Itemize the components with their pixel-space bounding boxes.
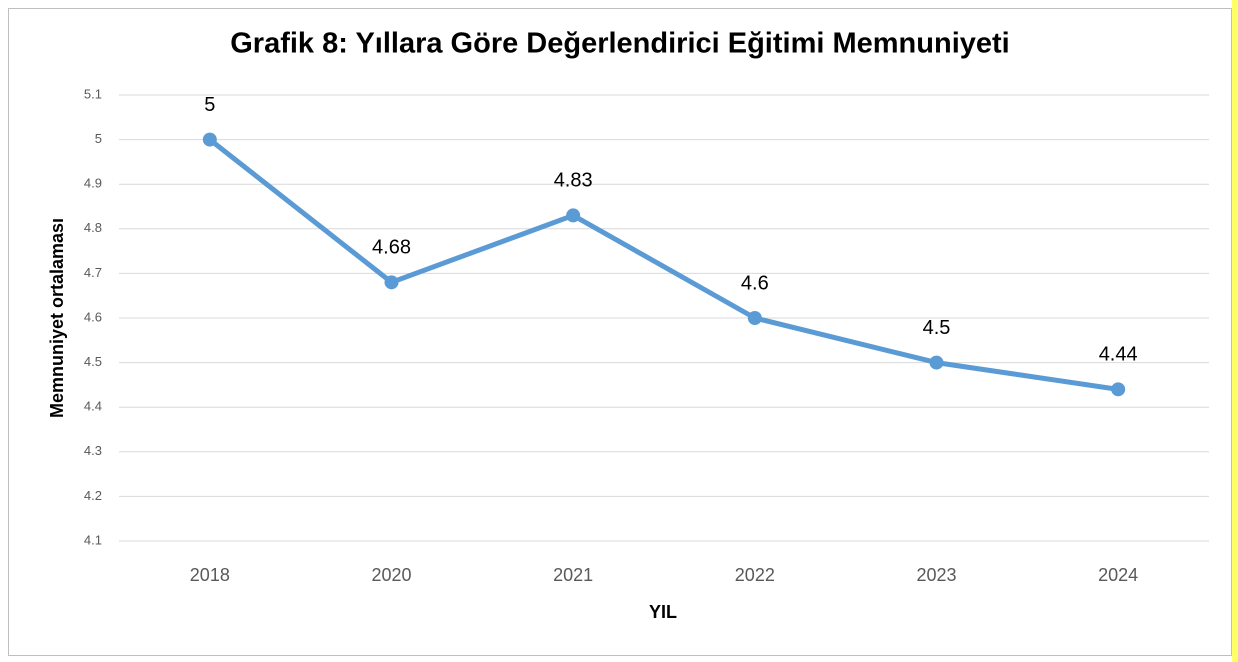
y-tick-label: 4.4 (84, 399, 102, 414)
edge-strip (1232, 0, 1238, 662)
data-point (202, 132, 217, 147)
y-tick-label: 5.1 (84, 86, 102, 101)
data-label: 4.44 (1099, 344, 1138, 366)
chart-frame (8, 8, 1232, 656)
y-tick-label: 4.6 (84, 309, 102, 324)
data-label: 4.5 (923, 317, 951, 339)
y-tick-label: 5 (95, 131, 102, 146)
data-point (384, 275, 399, 290)
y-axis-label: Memnuniyet ortalaması (47, 218, 67, 418)
x-axis-label: YIL (649, 602, 677, 622)
series-line (208, 137, 1119, 392)
x-tick-label: 2024 (1098, 565, 1138, 585)
data-point (566, 208, 581, 223)
y-tick-label: 4.7 (84, 265, 102, 280)
data-point (929, 355, 944, 370)
x-tick-label: 2020 (371, 565, 411, 585)
y-tick-label: 4.2 (84, 488, 102, 503)
x-tick-label: 2018 (190, 565, 230, 585)
y-tick-label: 4.1 (84, 532, 102, 547)
chart-title: Grafik 8: Yıllara Göre Değerlendirici Eğ… (230, 28, 1009, 60)
data-point (747, 311, 762, 325)
y-tick-label: 4.5 (84, 354, 102, 369)
data-label: 4.6 (741, 272, 769, 294)
y-tick-label: 4.9 (84, 176, 102, 191)
x-tick-label: 2023 (916, 565, 956, 585)
y-tick-label: 4.3 (84, 443, 102, 458)
data-label: 5 (204, 94, 215, 116)
y-tick-label: 4.8 (84, 220, 102, 235)
data-label: 4.83 (554, 170, 593, 192)
x-tick-label: 2022 (735, 565, 775, 585)
x-tick-label: 2021 (553, 565, 593, 585)
data-point (1111, 382, 1126, 397)
data-label: 4.68 (372, 237, 411, 259)
